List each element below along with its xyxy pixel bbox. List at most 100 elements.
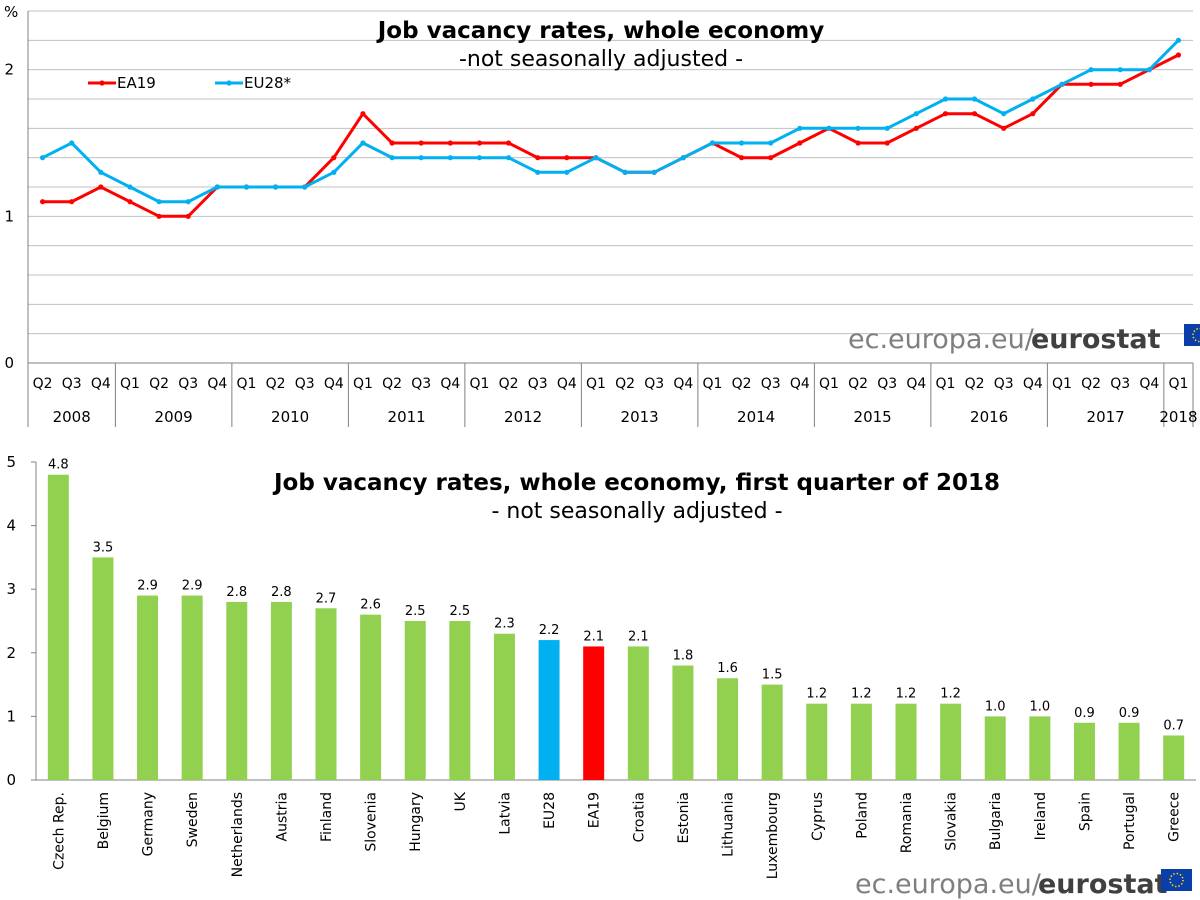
data-point <box>535 155 541 161</box>
quarter-label: Q4 <box>91 376 111 392</box>
quarter-label: Q1 <box>120 376 140 392</box>
data-point <box>69 140 75 146</box>
eurostat-source-logo: ec.europa.eu/ eurostat <box>848 324 1200 355</box>
bar-chart-country-labels: Czech Rep. Belgium Germany Sweden Netherland… <box>51 791 1182 879</box>
quarter-label: Q2 <box>149 376 169 392</box>
bar-austria <box>270 601 292 780</box>
data-point <box>768 155 774 161</box>
data-label: 2.8 <box>226 585 247 600</box>
data-label: 2.1 <box>628 629 649 644</box>
year-label: 2011 <box>388 408 426 426</box>
data-point <box>331 169 337 175</box>
quarter-label: Q2 <box>848 376 868 392</box>
data-point <box>942 96 949 102</box>
data-point <box>1030 96 1036 102</box>
quarter-label: Q2 <box>33 376 53 392</box>
data-point <box>535 169 541 175</box>
series-eu28 <box>39 37 1182 205</box>
line-chart-axes <box>27 11 1193 427</box>
data-label: 2.5 <box>450 604 471 619</box>
year-label: 2010 <box>271 408 309 426</box>
data-point <box>768 140 774 146</box>
country-label: Luxembourg <box>765 792 781 879</box>
data-point <box>331 155 337 161</box>
data-point <box>156 213 162 219</box>
country-label: EU28 <box>542 792 558 829</box>
bar-luxembourg <box>761 684 783 780</box>
bar-chart-subtitle: - not seasonally adjusted - <box>491 499 782 524</box>
quarter-label: Q1 <box>469 376 489 392</box>
data-label: 1.8 <box>673 649 694 664</box>
quarter-label: Q2 <box>1081 376 1101 392</box>
data-label: 0.9 <box>1119 706 1140 721</box>
data-point <box>1146 67 1152 73</box>
year-label: 2016 <box>970 408 1008 426</box>
legend-marker <box>99 80 105 86</box>
country-label: Greece <box>1167 792 1183 842</box>
bar-portugal <box>1118 722 1140 780</box>
data-point <box>243 184 250 190</box>
line-chart: 012 % Q2 Q3 Q4 Q1 Q2 Q3 Q4 Q1 Q2 Q3 Q4 Q1 Q2 Q3 Q4 Q1 Q2… <box>4 3 1200 427</box>
country-label: Croatia <box>631 792 647 842</box>
data-point <box>39 199 46 205</box>
country-label: Spain <box>1077 792 1093 831</box>
country-label: Austria <box>274 792 290 841</box>
legend-label: EA19 <box>117 74 156 92</box>
data-point <box>826 125 832 131</box>
country-label: Slovenia <box>364 792 380 852</box>
quarter-label: Q1 <box>1052 376 1072 392</box>
data-point <box>98 169 104 175</box>
bar-uk <box>449 621 471 780</box>
quarter-label: Q3 <box>62 376 82 392</box>
data-point <box>505 155 512 161</box>
quarter-label: Q2 <box>615 376 635 392</box>
data-point <box>622 169 628 175</box>
data-label: 1.0 <box>1030 699 1051 714</box>
source-brand: eurostat <box>1038 869 1168 900</box>
data-point <box>360 140 366 146</box>
quarter-label: Q2 <box>965 376 985 392</box>
quarter-label: Q4 <box>790 376 810 392</box>
bar-poland <box>850 703 872 780</box>
bar-eu28 <box>538 640 560 780</box>
country-label: Belgium <box>96 792 112 849</box>
data-label: 1.2 <box>851 687 872 702</box>
y-tick-label: 1 <box>6 707 16 725</box>
year-label: 2013 <box>621 408 659 426</box>
country-label: EA19 <box>587 792 603 828</box>
data-label: 2.7 <box>316 591 337 606</box>
y-tick-label: 2 <box>4 61 14 79</box>
country-label: Ireland <box>1033 792 1049 840</box>
bar-bulgaria <box>984 716 1006 780</box>
quarter-label: Q3 <box>1110 376 1130 392</box>
bar-chart-title: Job vacancy rates, whole economy, first … <box>272 470 1000 496</box>
bar-chart-y-ticks: 0 1 2 3 4 5 <box>6 453 36 789</box>
line-chart-series <box>39 37 1182 219</box>
quarter-label: Q4 <box>207 376 227 392</box>
data-point <box>564 155 570 161</box>
data-point <box>1001 125 1007 131</box>
data-point <box>447 140 453 146</box>
data-point <box>564 169 570 175</box>
data-label: 1.2 <box>896 687 917 702</box>
quarter-label: Q2 <box>266 376 286 392</box>
data-point <box>418 155 424 161</box>
data-point <box>272 184 279 190</box>
country-label: Portugal <box>1122 792 1138 850</box>
line-chart-year-labels: 2008 2009 2010 2011 2012 2013 2014 2015 2016 2017… <box>53 363 1198 427</box>
data-point <box>855 140 861 146</box>
data-point <box>69 199 75 205</box>
quarter-label: Q3 <box>994 376 1014 392</box>
data-point <box>942 111 949 117</box>
data-point <box>476 155 483 161</box>
quarter-label: Q3 <box>411 376 431 392</box>
quarter-label: Q1 <box>1168 376 1188 392</box>
data-point <box>971 96 978 102</box>
data-point <box>418 140 424 146</box>
data-point <box>738 140 745 146</box>
quarter-label: Q3 <box>644 376 664 392</box>
legend-marker <box>226 80 232 86</box>
data-point <box>1088 81 1094 87</box>
quarter-label: Q2 <box>732 376 752 392</box>
eu-flag-icon <box>1161 869 1192 891</box>
